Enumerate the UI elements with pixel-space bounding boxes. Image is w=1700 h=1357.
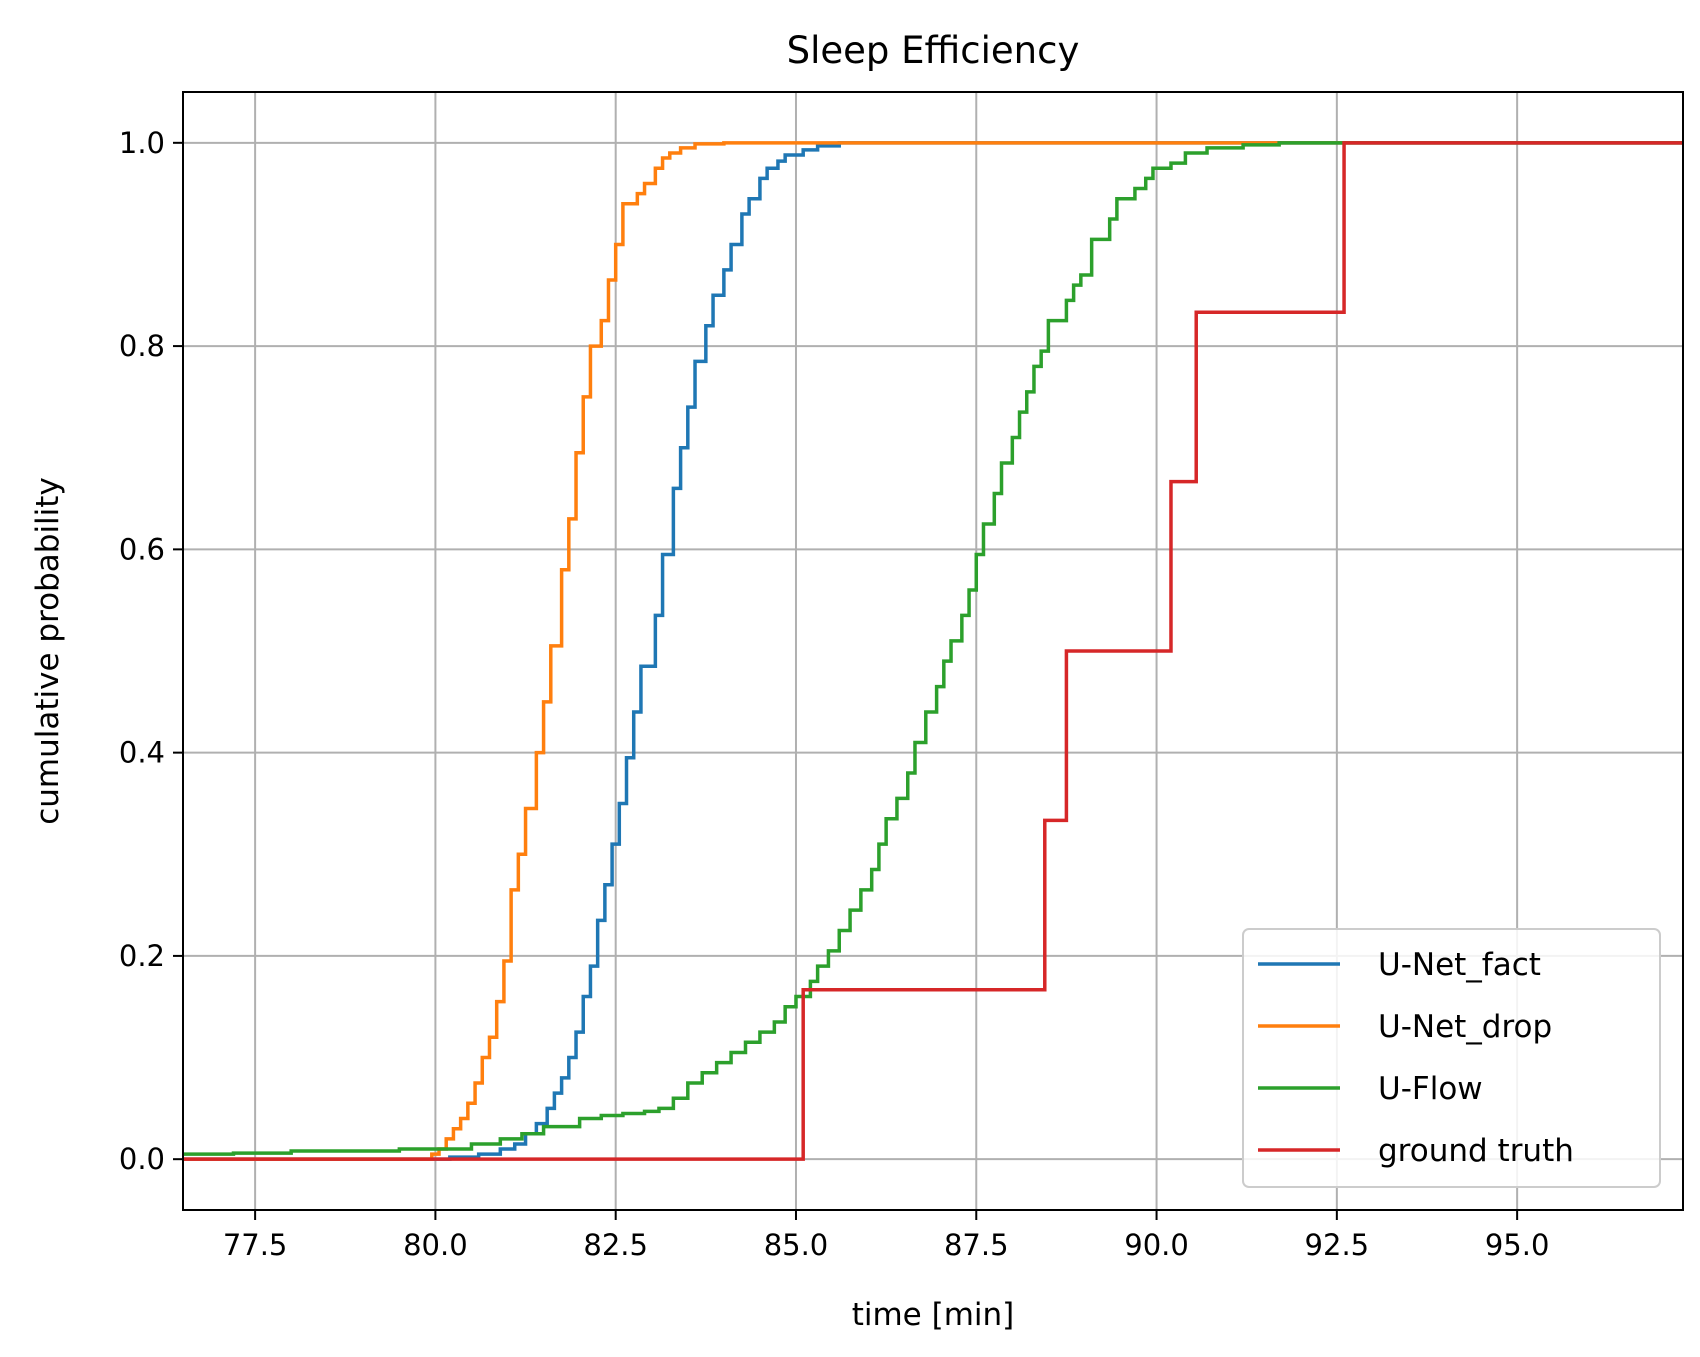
series-line-u-net-fact — [183, 141, 1683, 1161]
y-tick-label: 0.8 — [119, 329, 165, 363]
y-tick-label: 0.0 — [119, 1142, 165, 1176]
x-tick-label: 85.0 — [764, 1228, 829, 1262]
y-axis-ticks: 0.0 0.2 0.4 0.6 0.8 1.0 — [119, 126, 183, 1176]
y-tick-label: 0.4 — [119, 736, 165, 770]
x-tick-label: 87.5 — [944, 1228, 1009, 1262]
x-tick-label: 95.0 — [1485, 1228, 1550, 1262]
series-layer — [183, 141, 1683, 1161]
legend-label-ground-truth: ground truth — [1378, 1133, 1574, 1169]
chart-title: Sleep Efficiency — [787, 29, 1080, 72]
legend-label-u-net-drop: U-Net_drop — [1378, 1009, 1552, 1045]
x-tick-label: 92.5 — [1305, 1228, 1370, 1262]
series-line-u-flow — [183, 141, 1683, 1156]
plot-frame — [182, 91, 1684, 1211]
y-tick-label: 0.2 — [119, 939, 165, 973]
x-axis-label: time [min] — [852, 1297, 1015, 1333]
series-line-ground-truth — [183, 141, 1683, 1161]
x-tick-label: 77.5 — [223, 1228, 288, 1262]
legend-box — [1242, 928, 1661, 1188]
x-tick-label: 80.0 — [403, 1228, 468, 1262]
x-axis-ticks: 77.5 80.0 82.5 85.0 87.5 90.0 92.5 95.0 — [223, 1210, 1550, 1262]
legend-label-u-net-fact: U-Net_fact — [1378, 947, 1541, 983]
y-tick-label: 0.6 — [119, 532, 165, 566]
x-tick-label: 82.5 — [583, 1228, 648, 1262]
y-tick-label: 1.0 — [119, 126, 165, 160]
legend: U-Net_fact U-Net_drop U-Flow ground truth — [1242, 928, 1661, 1188]
x-tick-label: 90.0 — [1124, 1228, 1189, 1262]
series-line-u-net-drop — [183, 141, 1683, 1161]
legend-label-u-flow: U-Flow — [1378, 1071, 1483, 1107]
y-axis-label: cumulative probability — [30, 477, 66, 825]
